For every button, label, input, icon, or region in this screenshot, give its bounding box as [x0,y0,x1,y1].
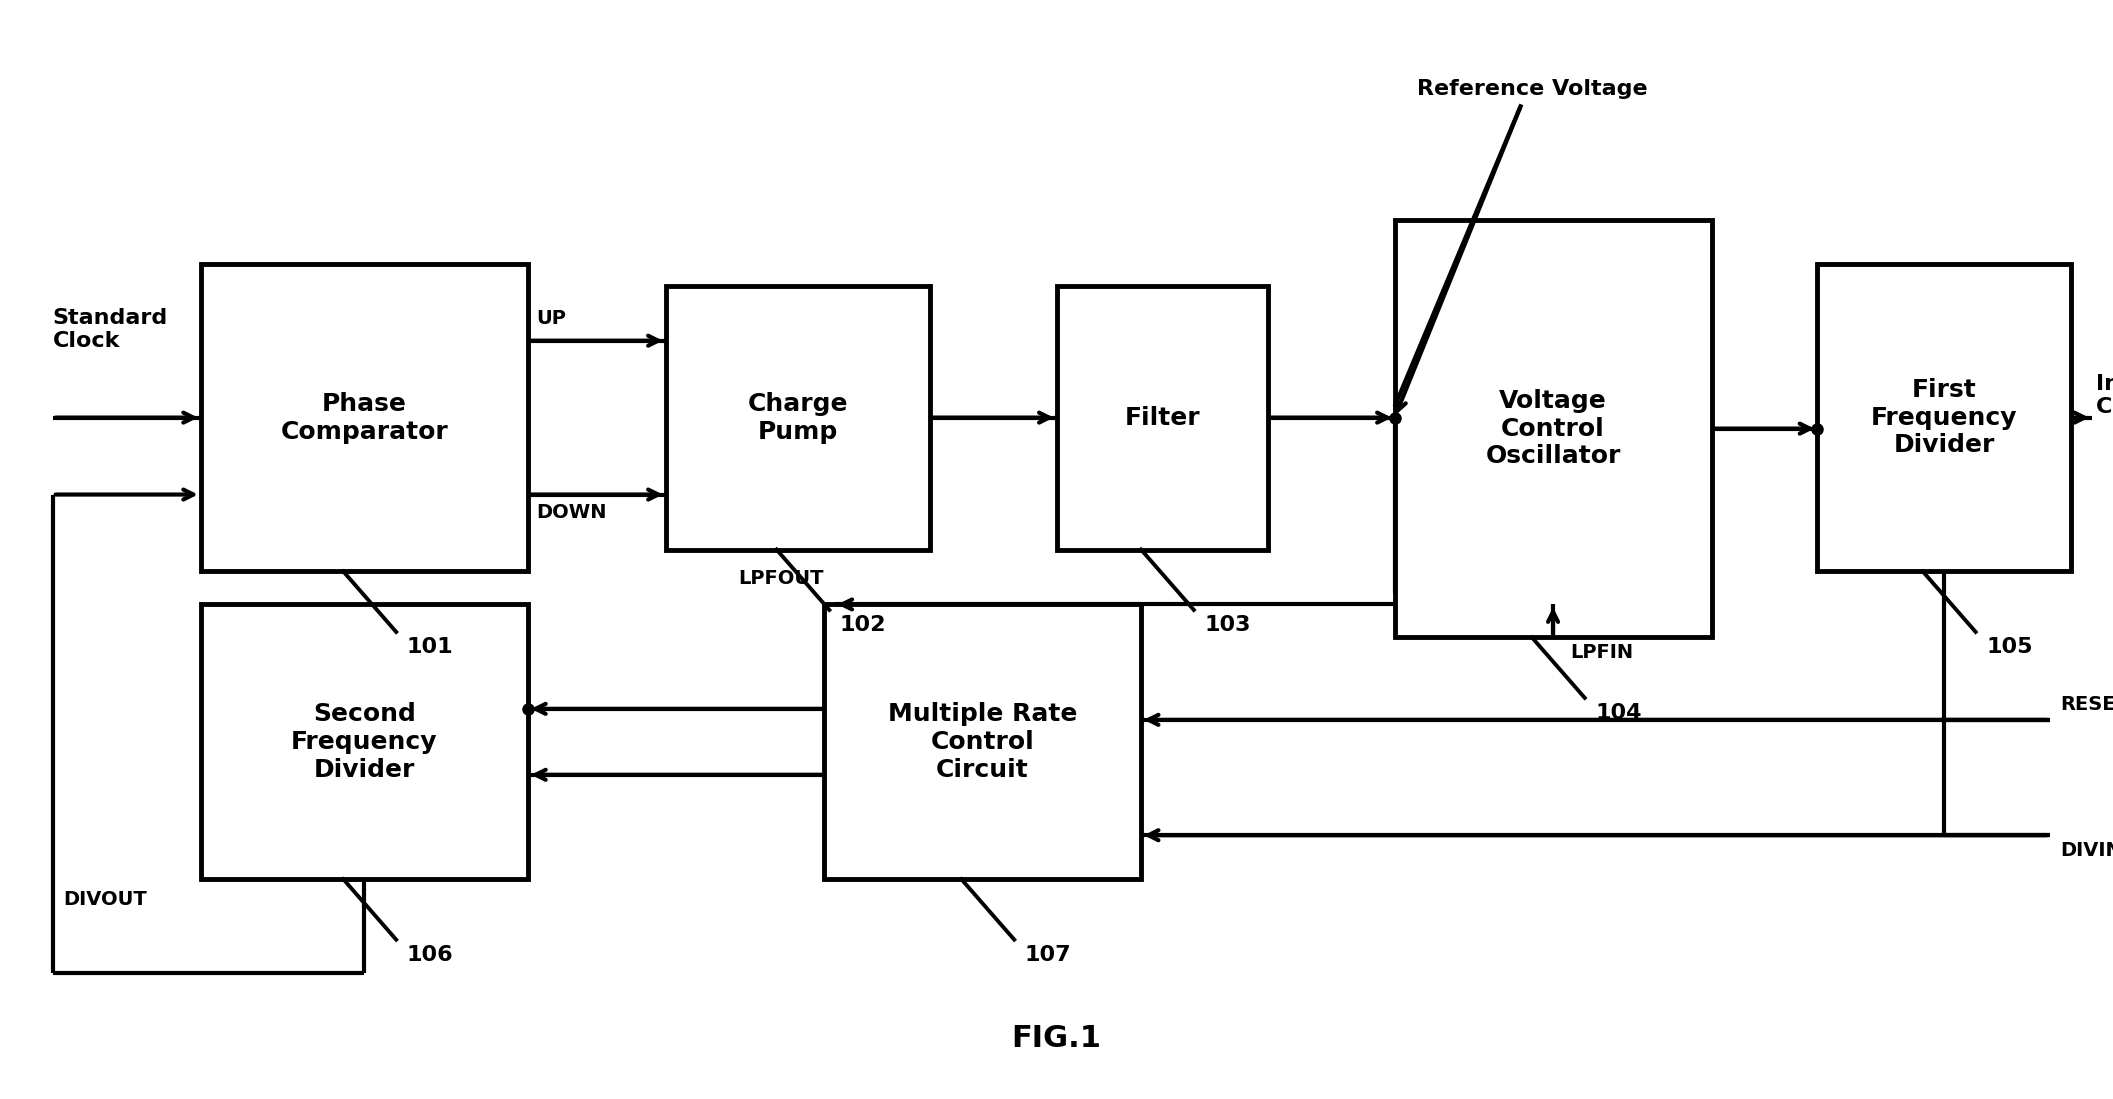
Text: UP: UP [537,309,566,328]
Text: 103: 103 [1204,615,1251,635]
Text: Internal
Clock: Internal Clock [2096,374,2113,418]
Bar [824,604,1141,879]
Bar [1056,286,1268,550]
Text: 102: 102 [841,615,887,635]
Text: 101: 101 [406,637,454,657]
Text: DIVOUT: DIVOUT [63,890,148,909]
Bar [1395,220,1712,637]
Text: Standard
Clock: Standard Clock [53,308,169,352]
Text: DOWN: DOWN [537,503,606,522]
Text: Second
Frequency
Divider: Second Frequency Divider [292,702,437,781]
Text: Reference Voltage: Reference Voltage [1416,79,1648,99]
Text: FIG.1: FIG.1 [1012,1024,1101,1053]
Text: 106: 106 [406,945,454,965]
Text: Voltage
Control
Oscillator: Voltage Control Oscillator [1485,389,1621,468]
Text: LPFIN: LPFIN [1570,643,1633,662]
Text: LPFOUT: LPFOUT [740,569,824,588]
Text: Filter: Filter [1124,406,1200,430]
Text: First
Frequency
Divider: First Frequency Divider [1870,378,2018,457]
Bar [666,286,930,550]
Text: Phase
Comparator: Phase Comparator [281,391,448,444]
Text: 107: 107 [1025,945,1071,965]
Text: RESET: RESET [2060,696,2113,714]
Text: 104: 104 [1595,703,1642,723]
Text: 105: 105 [1986,637,2033,657]
Bar [201,604,528,879]
Bar [201,264,528,571]
Text: Multiple Rate
Control
Circuit: Multiple Rate Control Circuit [887,702,1078,781]
Text: DIVIN: DIVIN [2060,841,2113,859]
Bar [1817,264,2071,571]
Text: Charge
Pump: Charge Pump [748,391,847,444]
